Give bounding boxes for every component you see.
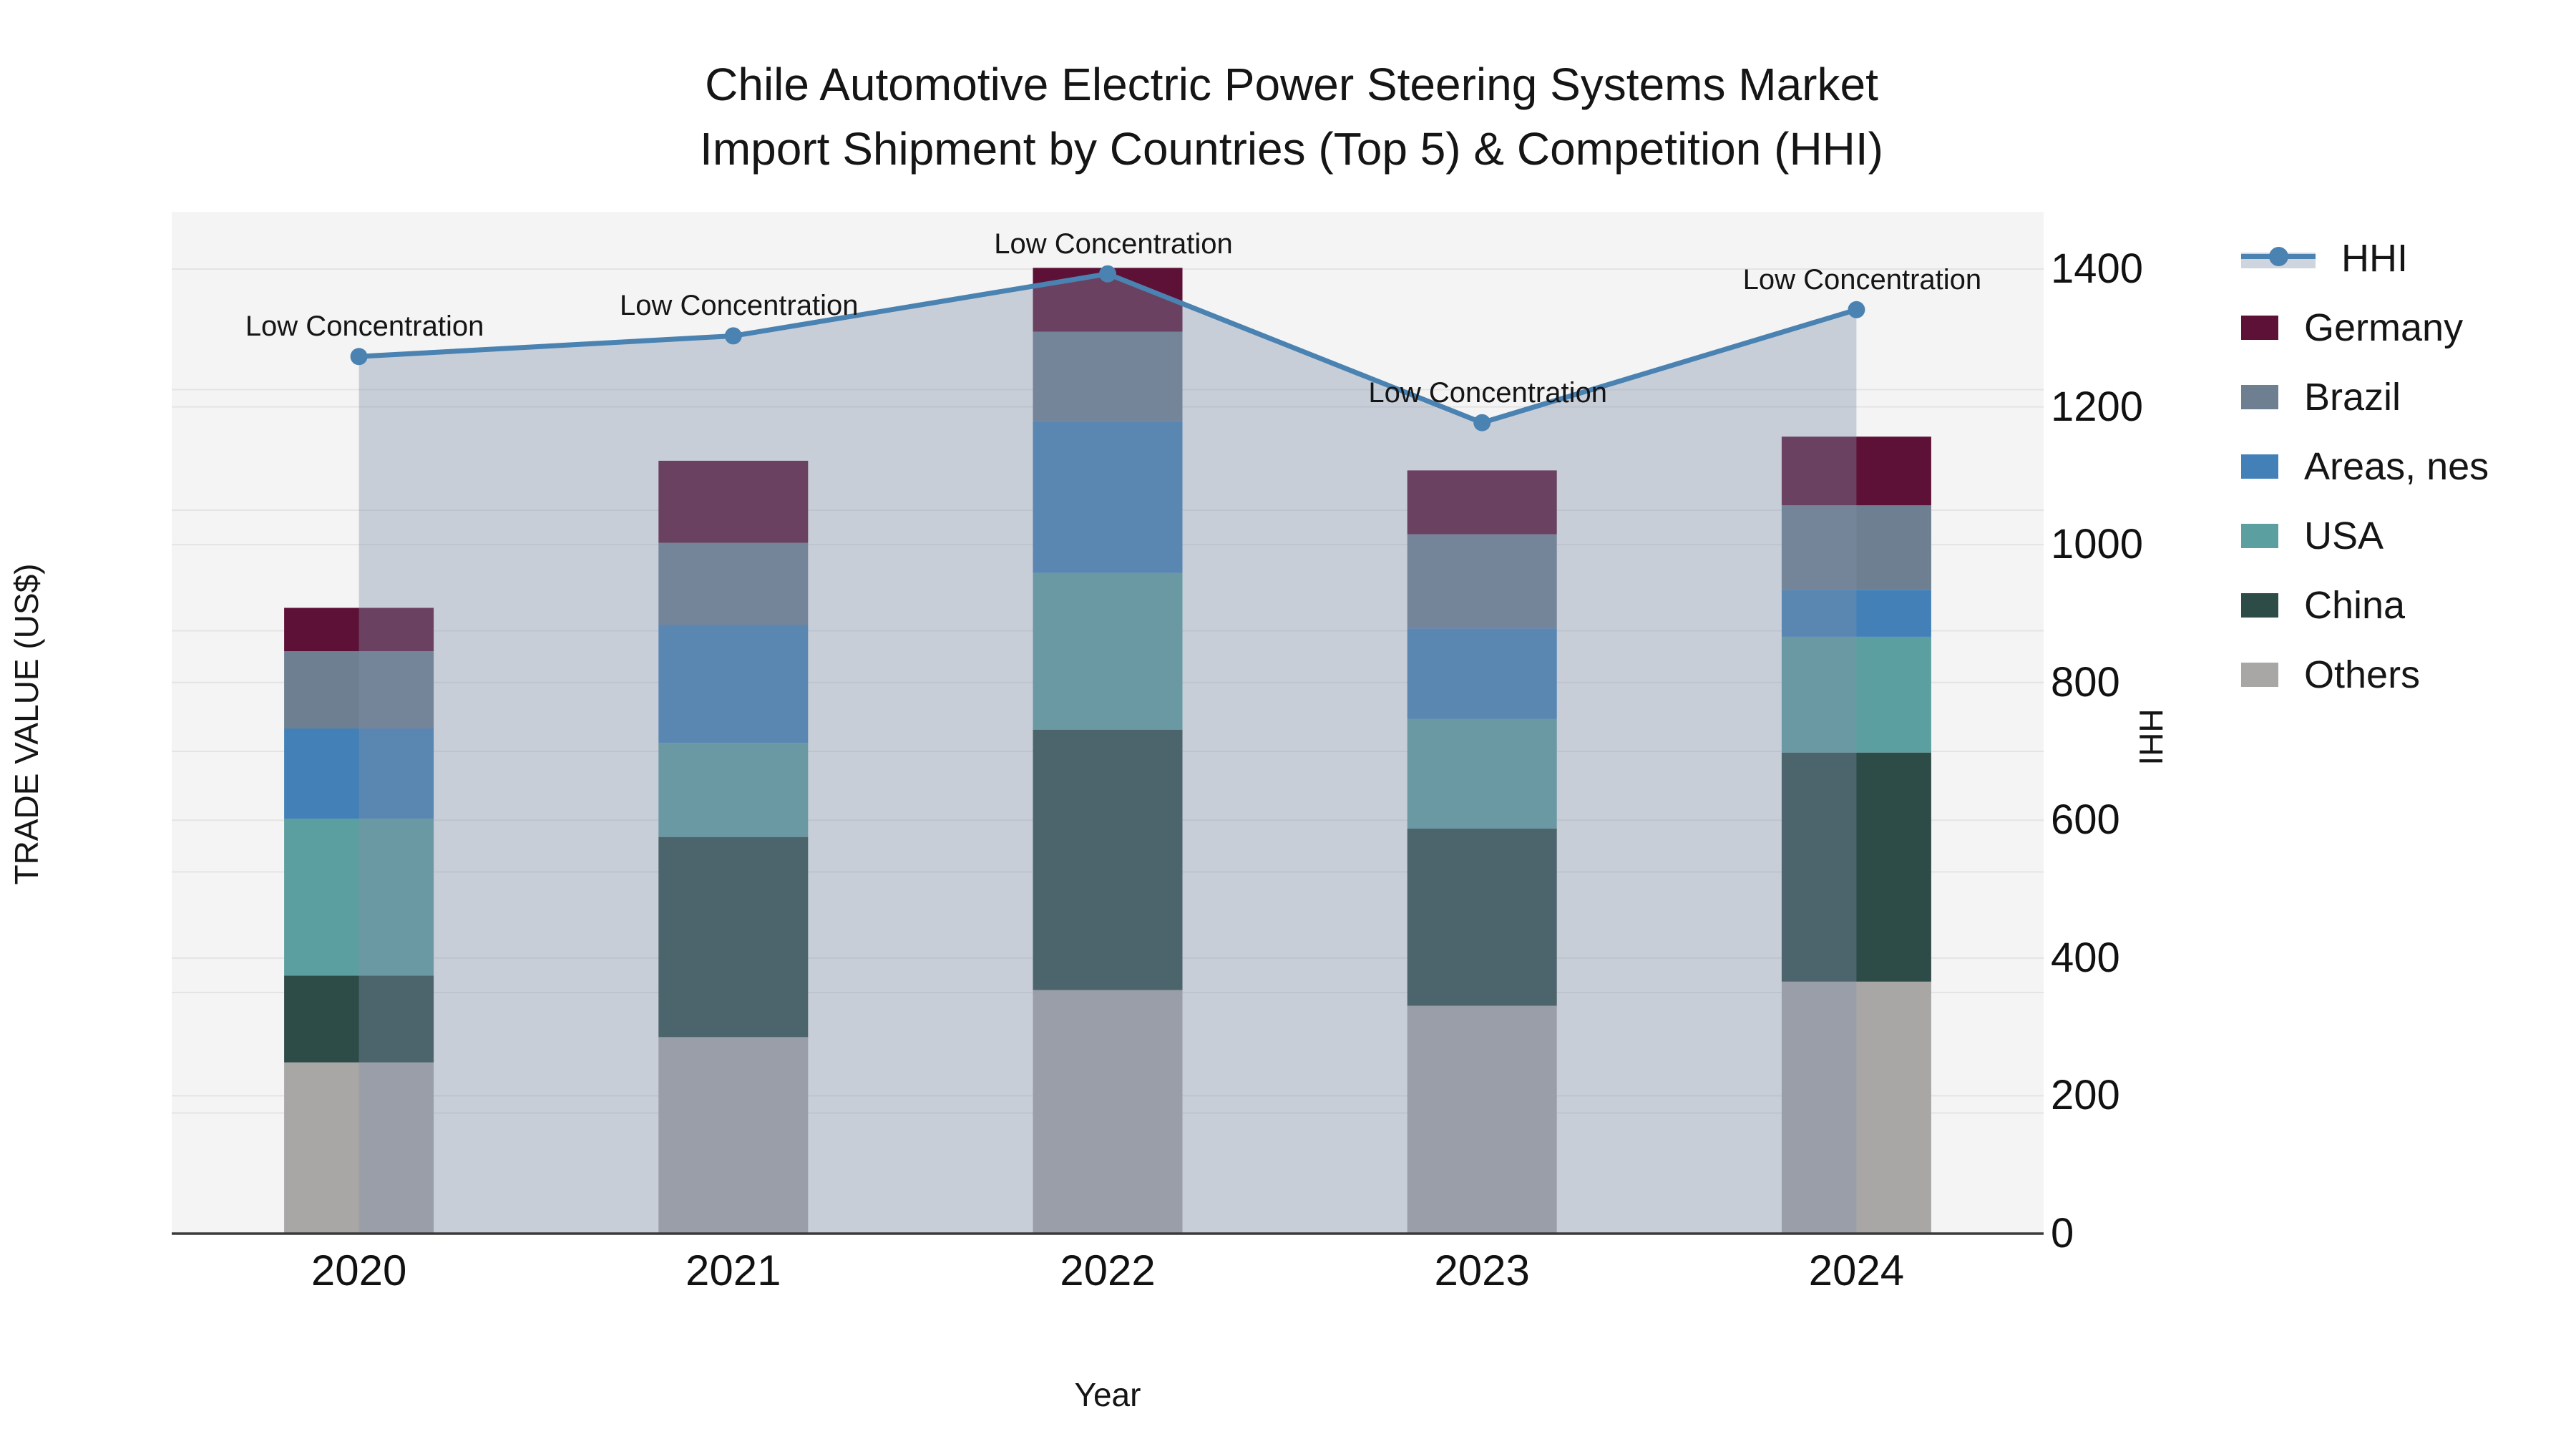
legend-swatch-china — [2241, 592, 2278, 618]
bar-segment-china-2022 — [1033, 729, 1183, 990]
x-tick-2023: 2023 — [1434, 1246, 1530, 1294]
bar-segment-areas-nes-2023 — [1407, 628, 1557, 719]
legend-label: USA — [2304, 514, 2384, 557]
legend-hhi-marker-dot — [2269, 246, 2288, 266]
bar-segment-china-2023 — [1407, 828, 1557, 1006]
legend-item-china[interactable]: China — [2241, 570, 2489, 640]
hhi-marker-2022 — [1099, 265, 1116, 283]
hhi-marker-2020 — [350, 348, 368, 366]
legend-item-usa[interactable]: USA — [2241, 501, 2489, 570]
bar-segment-others-2021 — [658, 1037, 809, 1234]
y-axis-right-title: HHI — [2132, 708, 2170, 766]
legend-item-hhi[interactable]: HHI — [2241, 223, 2489, 293]
annotation-low-concentration-2021: Low Concentration — [620, 290, 859, 322]
bar-segment-brazil-2022 — [1033, 331, 1183, 421]
x-tick-2024: 2024 — [1808, 1246, 1905, 1294]
y-right-tick-600: 600 — [2051, 796, 2120, 844]
bar-segment-germany-2020 — [284, 608, 434, 652]
bar-segment-germany-2024 — [1781, 436, 1931, 506]
legend-swatch-others — [2241, 662, 2278, 687]
legend-hhi-line-icon — [2241, 244, 2316, 273]
bar-segment-usa-2023 — [1407, 718, 1557, 829]
legend-item-brazil[interactable]: Brazil — [2241, 362, 2489, 431]
legend-swatch-areas-nes — [2241, 454, 2278, 479]
bar-segment-brazil-2020 — [284, 651, 434, 728]
legend-item-germany[interactable]: Germany — [2241, 293, 2489, 362]
legend-swatch-usa — [2241, 523, 2278, 548]
x-tick-2022: 2022 — [1060, 1246, 1156, 1294]
legend-label: Others — [2304, 653, 2421, 696]
chart-title-line1: Chile Automotive Electric Power Steering… — [705, 59, 1878, 110]
bar-segment-brazil-2021 — [658, 542, 809, 625]
x-axis-title: Year — [1074, 1376, 1141, 1413]
legend-swatch-brazil — [2241, 384, 2278, 409]
y-axis-left-title: TRADE VALUE (US$) — [8, 563, 45, 885]
legend-label: Areas, nes — [2304, 444, 2489, 488]
legend-label: Germany — [2304, 306, 2464, 349]
bar-segment-others-2020 — [284, 1062, 434, 1234]
bar-segment-others-2023 — [1407, 1005, 1557, 1234]
annotation-low-concentration-2022: Low Concentration — [994, 228, 1233, 260]
y-right-tick-1400: 1400 — [2051, 245, 2144, 292]
y-right-tick-1000: 1000 — [2051, 521, 2144, 568]
bar-segment-usa-2020 — [284, 819, 434, 976]
bar-segment-areas-nes-2020 — [284, 728, 434, 819]
y-right-tick-400: 400 — [2051, 934, 2120, 981]
legend-label: HHI — [2341, 236, 2408, 280]
y-right-tick-200: 200 — [2051, 1072, 2120, 1119]
bar-segment-germany-2023 — [1407, 470, 1557, 535]
chart-title-line2: Import Shipment by Countries (Top 5) & C… — [700, 123, 1883, 175]
bar-segment-usa-2024 — [1781, 636, 1931, 753]
hhi-marker-2023 — [1473, 414, 1491, 431]
bar-segment-others-2024 — [1781, 981, 1931, 1234]
legend-label: China — [2304, 583, 2406, 627]
x-tick-2021: 2021 — [686, 1246, 781, 1294]
bar-segment-areas-nes-2022 — [1033, 421, 1183, 573]
bar-segment-areas-nes-2021 — [658, 625, 809, 743]
legend-label: Brazil — [2304, 375, 2401, 419]
hhi-marker-2024 — [1848, 301, 1865, 318]
annotation-low-concentration-2020: Low Concentration — [245, 311, 484, 343]
bar-segment-areas-nes-2024 — [1781, 590, 1931, 637]
y-right-tick-1200: 1200 — [2051, 383, 2144, 430]
legend-item-others[interactable]: Others — [2241, 640, 2489, 709]
bar-segment-china-2021 — [658, 836, 809, 1038]
x-tick-2020: 2020 — [311, 1246, 407, 1294]
annotation-low-concentration-2023: Low Concentration — [1368, 376, 1607, 409]
hhi-area-fill — [358, 273, 1857, 1234]
bar-segment-china-2020 — [284, 975, 434, 1063]
annotation-low-concentration-2024: Low Concentration — [1742, 263, 1982, 296]
bar-segment-brazil-2023 — [1407, 534, 1557, 629]
bar-segment-usa-2022 — [1033, 572, 1183, 730]
legend: HHI Germany Brazil Areas, nes USA China Others — [2241, 223, 2489, 709]
bar-segment-germany-2021 — [658, 460, 809, 543]
bar-segment-china-2024 — [1781, 752, 1931, 982]
bar-segment-others-2022 — [1033, 990, 1183, 1234]
y-right-tick-0: 0 — [2051, 1210, 2074, 1257]
y-right-tick-800: 800 — [2051, 658, 2120, 706]
bar-segment-usa-2021 — [658, 743, 809, 837]
bar-segment-brazil-2024 — [1781, 505, 1931, 590]
legend-swatch-germany — [2241, 315, 2278, 340]
legend-item-areas-nes[interactable]: Areas, nes — [2241, 431, 2489, 501]
hhi-marker-2021 — [724, 327, 742, 345]
